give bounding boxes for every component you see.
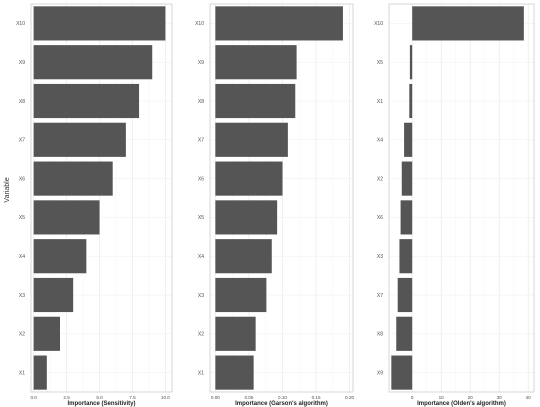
bar-x8 (396, 316, 413, 351)
x-tick-label: 0.00 (211, 395, 220, 400)
bar-x5 (33, 200, 100, 235)
bar-x9 (215, 45, 297, 80)
bar-x1 (33, 355, 47, 390)
x-tick-label: 7.5 (129, 395, 136, 400)
chart-panel-sensitivity: X10 X9 X8 X7 X6 X5 X4 X3 X2 X1 0.0 2.5 5.0 7.5 10.0 Imp… (16, 3, 173, 407)
bar-x8 (215, 83, 296, 119)
y-tick-label: X10 (374, 21, 383, 27)
y-tick-label: X3 (377, 254, 383, 260)
bar-x3 (399, 239, 413, 274)
chart-panel-garson: X10 X9 X8 X7 X6 X5 X4 X3 X2 X1 0.00 0.05 0.10 0.15 0.2… (195, 3, 355, 407)
y-tick-label: X9 (19, 60, 25, 66)
x-axis-title: Importance (Garson's algorithm) (235, 401, 328, 407)
y-tick-label: X5 (198, 215, 204, 221)
y-tick-label: X6 (377, 215, 383, 221)
x-tick-label: 0.15 (312, 395, 321, 400)
x-tick-label: 10.0 (161, 395, 170, 400)
bar-x2 (33, 316, 60, 351)
bar-x6 (215, 161, 283, 196)
x-tick-label: 30 (497, 395, 503, 400)
y-tick-label: X9 (377, 370, 383, 376)
bar-x10 (412, 6, 524, 41)
bar-x10 (215, 6, 343, 41)
y-tick-label: X6 (19, 176, 25, 182)
y-tick-label: X4 (377, 138, 383, 144)
bar-x1 (215, 355, 254, 390)
x-tick-label: 10 (439, 395, 445, 400)
bar-x5 (215, 200, 278, 235)
bar-x3 (33, 277, 74, 313)
y-tick-label: X7 (198, 138, 204, 144)
x-tick-label: 20 (468, 395, 474, 400)
shared-y-axis-title: Variable (4, 177, 11, 202)
x-tick-label: 5.0 (96, 395, 103, 400)
y-tick-label: X6 (198, 176, 204, 182)
bar-x2 (215, 316, 256, 351)
bar-x4 (215, 239, 272, 274)
bar-x10 (33, 6, 166, 41)
bar-x9 (33, 45, 153, 80)
bar-x6 (33, 161, 113, 196)
panel-background (389, 4, 534, 392)
y-tick-label: X10 (195, 21, 204, 27)
y-tick-label: X8 (198, 99, 204, 105)
y-tick-label: X1 (19, 370, 25, 376)
y-tick-label: X4 (198, 254, 204, 260)
y-tick-label: X7 (19, 138, 25, 144)
x-tick-label: 0 (411, 395, 414, 400)
x-tick-label: 0.05 (244, 395, 253, 400)
bar-x2 (401, 161, 413, 196)
x-tick-label: 0.10 (278, 395, 287, 400)
bar-x4 (404, 122, 413, 157)
y-tick-label: X9 (198, 60, 204, 66)
y-tick-label: X5 (377, 60, 383, 66)
y-tick-label: X2 (377, 176, 383, 182)
panel-border (30, 3, 173, 393)
y-tick-label: X3 (19, 293, 25, 299)
chart-panel-olden: X10 X5 X1 X4 X2 X6 X3 X7 X8 X9 0 10 20 30 40 Importance… (374, 3, 535, 407)
x-axis-title: Importance (Olden's algorithm) (417, 401, 506, 407)
y-tick-label: X2 (198, 332, 204, 338)
y-tick-label: X4 (19, 254, 25, 260)
bar-x7 (215, 122, 288, 157)
x-tick-label: 2.5 (63, 395, 70, 400)
y-tick-label: X3 (198, 293, 204, 299)
x-tick-label: 40 (526, 395, 532, 400)
panel-border (209, 3, 354, 393)
bar-x7 (33, 122, 126, 157)
bar-x1 (409, 83, 413, 119)
bar-x3 (215, 277, 267, 313)
y-tick-label: X8 (19, 99, 25, 105)
bar-x4 (33, 239, 87, 274)
bar-x6 (400, 200, 413, 235)
panel-border (388, 3, 535, 393)
bar-x8 (33, 83, 140, 119)
bar-x7 (397, 277, 413, 313)
y-tick-label: X7 (377, 293, 383, 299)
y-tick-label: X5 (19, 215, 25, 221)
y-tick-label: X1 (198, 370, 204, 376)
y-tick-label: X10 (16, 21, 25, 27)
x-axis-title: Importance (Sensitivity) (67, 401, 135, 407)
x-tick-label: 0.0 (30, 395, 37, 400)
y-tick-label: X2 (19, 332, 25, 338)
y-tick-label: X1 (377, 99, 383, 105)
x-tick-label: 0.20 (345, 395, 354, 400)
bar-x5 (409, 45, 413, 80)
bar-x9 (391, 355, 413, 390)
y-tick-label: X8 (377, 332, 383, 338)
